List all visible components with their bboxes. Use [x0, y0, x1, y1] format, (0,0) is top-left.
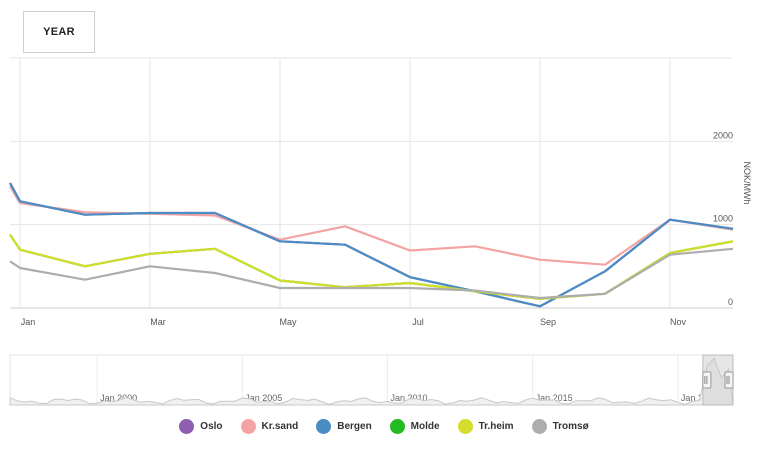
y-axis: 0 1000 2000	[713, 130, 733, 307]
legend-item-trheim[interactable]: Tr.heim	[457, 418, 514, 434]
x-tick-label: Mar	[150, 317, 166, 327]
series-line	[9, 234, 734, 300]
x-tick-label: Jul	[412, 317, 424, 327]
x-tick-label: Nov	[670, 317, 687, 327]
legend-label: Molde	[410, 420, 440, 432]
y-tick-label: 2000	[713, 130, 733, 140]
navigator-label: Jan 2000	[100, 393, 137, 403]
x-tick-label: Jan	[21, 317, 36, 327]
legend-marker-icon	[179, 418, 195, 434]
legend-item-tromso[interactable]: Tromsø	[531, 418, 589, 434]
legend: Oslo Kr.sand Bergen Molde Tr.heim Tromsø	[0, 417, 768, 435]
legend-label: Oslo	[200, 420, 223, 432]
legend-label: Bergen	[337, 420, 372, 432]
legend-item-oslo[interactable]: Oslo	[179, 418, 223, 434]
navigator-frame	[9, 354, 734, 406]
series-lines	[9, 182, 734, 308]
navigator-label: Jan 2010	[390, 393, 427, 403]
series-line	[9, 185, 734, 266]
navigator-series-area	[9, 357, 734, 406]
legend-item-krsand[interactable]: Kr.sand	[240, 418, 299, 434]
legend-marker-icon	[389, 418, 405, 434]
legend-label: Kr.sand	[261, 420, 299, 432]
legend-marker-icon	[457, 418, 473, 434]
legend-marker-icon	[531, 418, 547, 434]
y-tick-label: 0	[728, 297, 733, 307]
legend-item-bergen[interactable]: Bergen	[316, 418, 372, 434]
navigator-label: Jan 2015	[536, 393, 573, 403]
year-button[interactable]: YEAR	[23, 11, 95, 53]
legend-item-molde[interactable]: Molde	[389, 418, 440, 434]
series-line	[9, 247, 734, 300]
legend-label: Tromsø	[552, 420, 589, 432]
series-line	[9, 234, 734, 300]
x-tick-label: May	[279, 317, 297, 327]
grid-lines	[10, 57, 733, 309]
x-axis: Jan Mar May Jul Sep Nov	[21, 317, 687, 327]
navigator-label: Jan 2020	[681, 393, 718, 403]
y-tick-label: 1000	[713, 214, 733, 224]
y-axis-title: NOK/MWh	[742, 161, 752, 204]
series-line	[9, 182, 734, 308]
legend-marker-icon	[316, 418, 332, 434]
range-navigator[interactable]: Jan 2000 Jan 2005 Jan 2010 Jan 2015 Jan 2020	[9, 354, 734, 406]
legend-marker-icon	[240, 418, 256, 434]
legend-label: Tr.heim	[478, 420, 514, 432]
x-tick-label: Sep	[540, 317, 556, 327]
navigator-label: Jan 2005	[245, 393, 282, 403]
